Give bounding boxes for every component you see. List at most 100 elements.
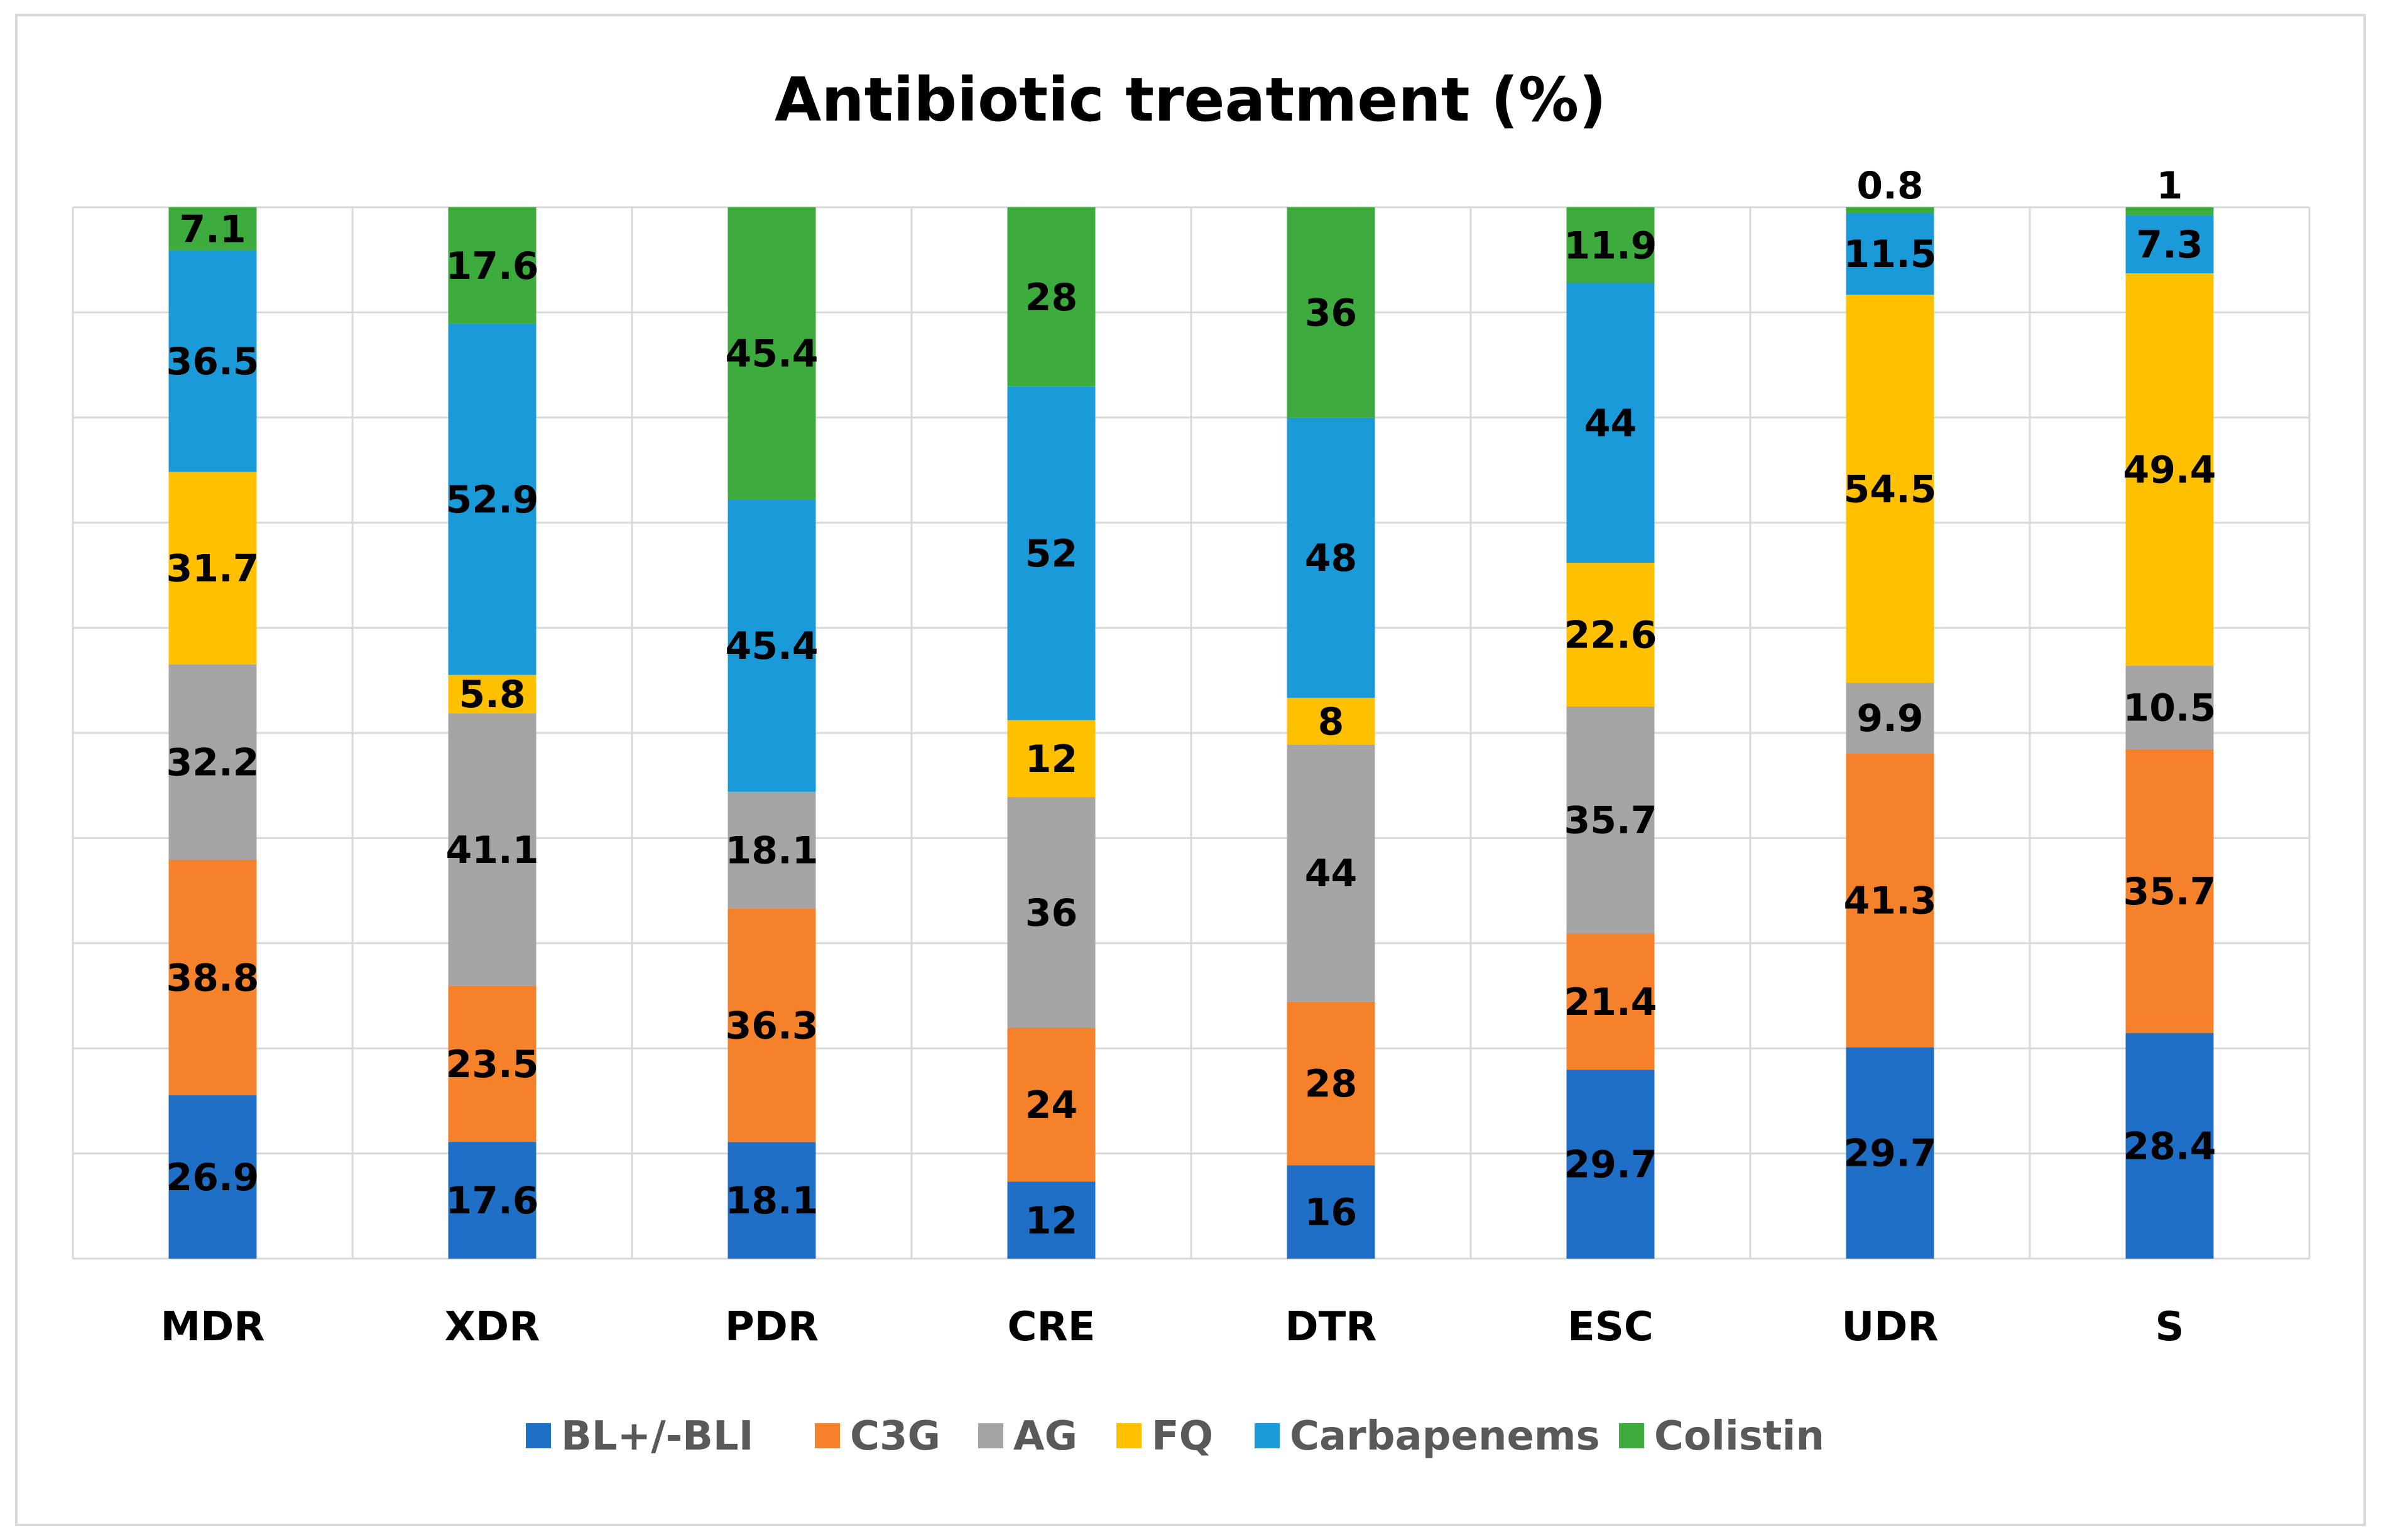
data-label-pdr-bl-bli: 18.1 (725, 1179, 818, 1223)
category-label-mdr: MDR (160, 1304, 264, 1350)
data-label-s-colistin: 1 (2157, 164, 2183, 208)
legend-swatch-bl-bli (526, 1423, 551, 1448)
legend-label-c3g: C3G (850, 1413, 940, 1460)
bar-cre-carbapenems (1007, 386, 1096, 720)
data-label-s-carbapenems: 7.3 (2136, 223, 2203, 267)
data-label-esc-colistin: 11.9 (1564, 224, 1657, 268)
bar-dtr-carbapenems (1287, 417, 1375, 698)
category-axis-labels: MDR XDR PDR CRE DTR ESC UDR S (160, 1304, 2184, 1350)
bar-xdr-colistin (448, 207, 537, 324)
bar-dtr-c3g (1287, 1001, 1375, 1166)
gridlines (72, 206, 2311, 1260)
data-label-cre-colistin: 28 (1025, 276, 1078, 320)
bar-mdr-bl-bli (168, 1095, 257, 1259)
data-label-udr-c3g: 41.3 (1843, 879, 1936, 923)
bar-pdr-ag (727, 791, 816, 909)
bar-mdr-colistin (168, 207, 257, 251)
bar-pdr-bl-bli (727, 1142, 816, 1259)
data-label-udr-fq: 54.5 (1843, 467, 1936, 511)
bar-xdr-ag (448, 713, 537, 986)
bar-cre-colistin (1007, 207, 1096, 387)
bar-cre-c3g (1007, 1028, 1096, 1182)
bar-s-ag (2125, 666, 2214, 749)
bar-esc-bl-bli (1566, 1070, 1655, 1259)
legend-label-carbapenems: Carbapenems (1290, 1413, 1600, 1460)
bar-dtr-fq (1287, 698, 1375, 745)
bar-s-colistin (2125, 207, 2214, 215)
data-label-esc-ag: 35.7 (1564, 799, 1657, 843)
data-label-pdr-carbapenems: 45.4 (725, 624, 818, 668)
data-label-xdr-carbapenems: 52.9 (445, 478, 538, 522)
data-label-s-c3g: 35.7 (2123, 870, 2216, 914)
bar-cre-bl-bli (1007, 1181, 1096, 1259)
bars (168, 207, 2214, 1259)
legend-label-ag: AG (1013, 1413, 1077, 1460)
bar-xdr-fq (448, 675, 537, 713)
data-label-dtr-carbapenems: 48 (1305, 536, 1358, 580)
category-label-esc: ESC (1567, 1304, 1654, 1350)
legend-swatch-fq (1116, 1423, 1141, 1448)
bar-udr-carbapenems (1846, 213, 1934, 295)
category-label-cre: CRE (1008, 1304, 1096, 1350)
data-label-mdr-colistin: 7.1 (179, 207, 246, 251)
bar-s-bl-bli (2125, 1033, 2214, 1259)
data-label-cre-ag: 36 (1025, 891, 1078, 935)
bar-dtr-colistin (1287, 207, 1375, 418)
data-label-mdr-c3g: 38.8 (166, 957, 259, 1000)
legend-swatch-ag (978, 1423, 1003, 1448)
data-label-mdr-ag: 32.2 (166, 740, 259, 784)
data-label-udr-carbapenems: 11.5 (1843, 232, 1936, 276)
data-labels: 26.9 38.8 32.2 31.7 36.5 7.1 17.6 23.5 41.1 5.8 52… (166, 164, 2216, 1243)
bar-pdr-c3g (727, 908, 816, 1142)
legend-label-bl-bli: BL+/-BLI (561, 1413, 754, 1460)
bar-dtr-ag (1287, 744, 1375, 1002)
data-label-xdr-bl-bli: 17.6 (445, 1179, 538, 1223)
bar-udr-fq (1846, 295, 1934, 683)
category-label-udr: UDR (1841, 1304, 1938, 1350)
data-label-dtr-colistin: 36 (1305, 291, 1358, 335)
data-label-udr-bl-bli: 29.7 (1843, 1132, 1936, 1176)
bar-udr-colistin (1846, 207, 1934, 214)
bar-dtr-bl-bli (1287, 1165, 1375, 1259)
data-label-cre-c3g: 24 (1025, 1083, 1078, 1127)
data-label-mdr-fq: 31.7 (166, 547, 259, 591)
bar-xdr-c3g (448, 985, 537, 1142)
bar-s-fq (2125, 273, 2214, 666)
data-label-esc-carbapenems: 44 (1584, 401, 1637, 445)
data-label-esc-fq: 22.6 (1564, 614, 1657, 658)
data-label-cre-carbapenems: 52 (1025, 532, 1078, 576)
legend-swatch-colistin (1619, 1423, 1644, 1448)
bar-udr-bl-bli (1846, 1047, 1934, 1259)
data-label-cre-bl-bli: 12 (1025, 1199, 1078, 1243)
data-label-esc-c3g: 21.4 (1564, 980, 1657, 1024)
bar-esc-c3g (1566, 933, 1655, 1070)
legend: BL+/-BLI C3G AG FQ Carbapenems Colistin (526, 1413, 1824, 1460)
chart-title: Antibiotic treatment (%) (775, 65, 1606, 135)
bar-mdr-fq (168, 472, 257, 664)
legend-label-colistin: Colistin (1654, 1413, 1824, 1460)
bar-udr-ag (1846, 683, 1934, 754)
bar-udr-c3g (1846, 753, 1934, 1048)
data-label-dtr-fq: 8 (1318, 700, 1344, 744)
bar-esc-carbapenems (1566, 283, 1655, 563)
bar-esc-fq (1566, 563, 1655, 707)
bar-s-carbapenems (2125, 215, 2214, 274)
category-label-dtr: DTR (1285, 1304, 1376, 1350)
data-label-dtr-bl-bli: 16 (1305, 1191, 1358, 1235)
data-label-xdr-colistin: 17.6 (445, 244, 538, 288)
data-label-mdr-bl-bli: 26.9 (166, 1156, 259, 1200)
bar-xdr-bl-bli (448, 1142, 537, 1259)
legend-label-fq: FQ (1152, 1413, 1213, 1460)
data-label-pdr-c3g: 36.3 (725, 1004, 818, 1048)
bar-pdr-colistin (727, 207, 816, 500)
bar-mdr-c3g (168, 860, 257, 1096)
data-label-udr-ag: 9.9 (1856, 697, 1923, 740)
data-label-s-fq: 49.4 (2123, 448, 2216, 492)
data-label-mdr-carbapenems: 36.5 (166, 340, 259, 384)
bar-mdr-carbapenems (168, 250, 257, 472)
category-label-s: S (2155, 1304, 2184, 1350)
category-label-pdr: PDR (725, 1304, 819, 1350)
bar-cre-ag (1007, 797, 1096, 1028)
bar-cre-fq (1007, 720, 1096, 798)
